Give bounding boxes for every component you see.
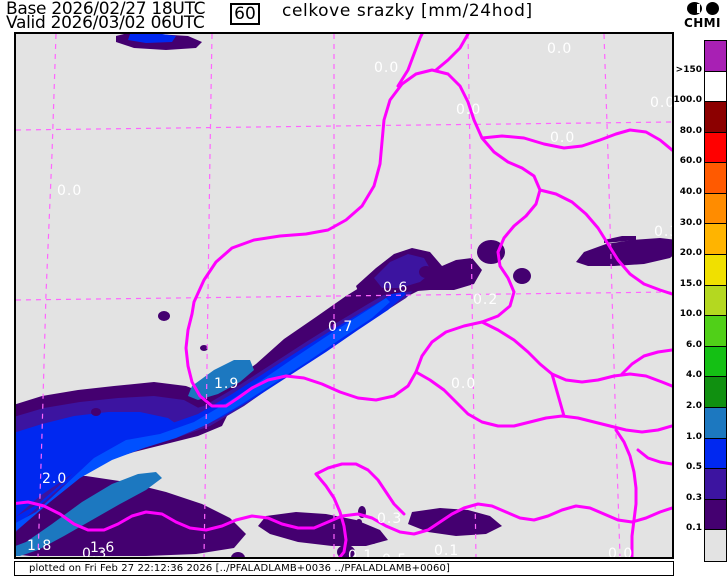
border-northern-1	[396, 34, 424, 88]
precip-blob-ne-2	[513, 268, 531, 284]
color-scale-band-11	[705, 377, 726, 408]
lead-time-box: 60	[230, 3, 260, 25]
border-right-edge	[636, 448, 672, 466]
color-scale-tick-label: 0.1	[686, 523, 702, 534]
status-bar: plotted on Fri Feb 27 22:12:36 2026 [../…	[14, 561, 674, 576]
graticule-parallel-1	[16, 291, 672, 301]
color-scale-band-3	[705, 132, 726, 164]
border-slovakia	[480, 320, 672, 388]
header-bar: Base 2026/02/27 18UTC Valid 2026/03/02 0…	[0, 0, 728, 33]
base-time: 2026/02/27 18UTC	[51, 0, 206, 19]
color-scale-band-2	[705, 102, 726, 133]
precip-blob-far-northeast	[576, 238, 672, 266]
precip-speckle-south-3	[216, 539, 228, 549]
map-panel[interactable]: 0.00.00.00.00.00.00.30.60.20.70.01.92.01…	[14, 32, 674, 559]
graticule-meridian-5	[603, 34, 621, 557]
border-germany-internal-2	[314, 462, 406, 516]
color-scale-tick-label: 0.5	[686, 462, 702, 473]
color-scale-tick-label: 1.0	[686, 431, 702, 442]
precip-band-level-0.5	[16, 288, 406, 527]
color-scale-band-14	[705, 469, 726, 500]
border-germany-internal	[314, 472, 348, 557]
color-scale-band-8	[705, 285, 726, 317]
color-scale-bar	[704, 40, 727, 562]
border-austria	[414, 370, 672, 434]
graticule-meridian-1	[37, 34, 57, 557]
precip-speckle-south-4	[231, 552, 245, 557]
color-scale-tick-label: 20.0	[679, 248, 702, 259]
border-southeast-2	[614, 428, 638, 557]
precip-dot-3	[200, 345, 208, 351]
color-scale-tick-label: 10.0	[679, 309, 702, 320]
border-germany-south	[16, 500, 672, 536]
color-scale-tick-label: 60.0	[679, 156, 702, 167]
precip-dot-1	[91, 408, 101, 416]
precip-core-level-1.0	[16, 298, 390, 531]
map-background	[16, 34, 672, 557]
color-scale-band-13	[705, 438, 726, 470]
border-northeast-1	[480, 128, 672, 152]
graticule-meridian-2	[203, 34, 213, 557]
precip-blob-top-edge-core	[128, 34, 176, 43]
graticule	[16, 34, 672, 557]
color-scale-tick-label: 30.0	[679, 217, 702, 228]
color-scale-tick-label: 80.0	[679, 125, 702, 136]
plot-provenance-text: plotted on Fri Feb 27 22:12:36 2026 [../…	[29, 563, 450, 574]
map-canvas	[16, 34, 672, 557]
page-title: celkove srazky [mm/24hod]	[282, 1, 533, 21]
color-scale-band-1	[705, 71, 726, 103]
precip-core-level-2.0	[16, 472, 162, 556]
chmi-logo-marks	[681, 1, 725, 16]
color-scale-band-5	[705, 193, 726, 225]
color-scale-tick-label: >150	[675, 64, 702, 75]
color-scale-band-12	[705, 407, 726, 439]
color-scale-tick-label: 40.0	[679, 186, 702, 197]
border-poland	[434, 34, 470, 72]
base-label: Base	[6, 0, 52, 19]
border-southeast-1	[550, 372, 566, 418]
border-east-1	[538, 188, 672, 296]
precip-speckle-south-1	[258, 512, 388, 546]
precip-blob-ne-3	[419, 266, 433, 278]
color-scale-band-16	[705, 530, 726, 561]
border-czech-republic	[184, 68, 542, 408]
precip-speckle-south-8	[368, 530, 378, 544]
base-time-line: Base 2026/02/27 18UTC	[6, 0, 206, 19]
border-right-edge-2	[620, 348, 672, 376]
color-scale-tick-label: 15.0	[679, 278, 702, 289]
color-scale-tick-label: 4.0	[686, 370, 702, 381]
graticule-meridian-4	[467, 34, 477, 557]
precip-speckle-south-9	[156, 527, 180, 541]
precip-speckle-south-7	[356, 519, 362, 525]
valid-time-line: Valid 2026/03/02 06UTC	[6, 13, 205, 33]
precip-dot-2	[158, 311, 170, 321]
color-scale-tick-label: 6.0	[686, 339, 702, 350]
chmi-arc-icon	[687, 2, 702, 15]
color-scale-tick-label: 0.3	[686, 492, 702, 503]
color-scale-band-7	[705, 255, 726, 286]
precip-blob-far-northeast-tail	[604, 236, 636, 243]
color-scale-band-9	[705, 316, 726, 347]
graticule-parallel-2	[16, 121, 672, 131]
valid-time: 2026/03/02 06UTC	[50, 13, 205, 33]
color-scale-band-15	[705, 499, 726, 531]
valid-label: Valid	[6, 13, 51, 33]
color-scale-band-10	[705, 346, 726, 378]
precip-band-northeast-level-0.3	[374, 254, 432, 288]
precip-core-level-1.9	[188, 360, 254, 400]
color-scale-band-4	[705, 163, 726, 194]
country-borders	[16, 34, 672, 557]
color-scale-tick-label: 100.0	[673, 95, 702, 106]
color-scale-band-6	[705, 224, 726, 256]
chmi-logo: CHMI	[681, 1, 725, 30]
chmi-logo-text: CHMI	[684, 16, 721, 30]
color-scale-band-0	[705, 41, 726, 72]
chmi-dot-icon	[706, 2, 719, 15]
color-scale-tick-label: 2.0	[686, 401, 702, 412]
